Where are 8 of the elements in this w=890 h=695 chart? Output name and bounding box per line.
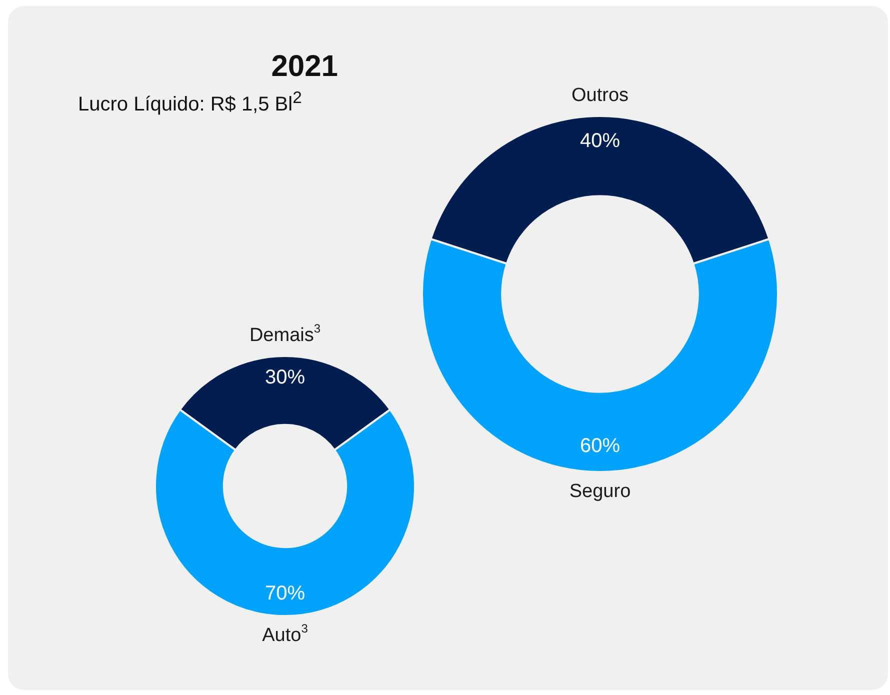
- data-label: 40%: [580, 130, 620, 152]
- data-label: 30%: [264, 366, 306, 389]
- chart-title: 2021: [270, 50, 338, 84]
- data-label: 70%: [264, 582, 306, 604]
- slice-label: Outros: [571, 85, 629, 106]
- text: Lucro Líquido: R$ 1,5 Bl$^{2}$: [78, 88, 302, 117]
- slice-label: Seguro: [569, 481, 631, 502]
- data-label: 60%: [580, 434, 620, 457]
